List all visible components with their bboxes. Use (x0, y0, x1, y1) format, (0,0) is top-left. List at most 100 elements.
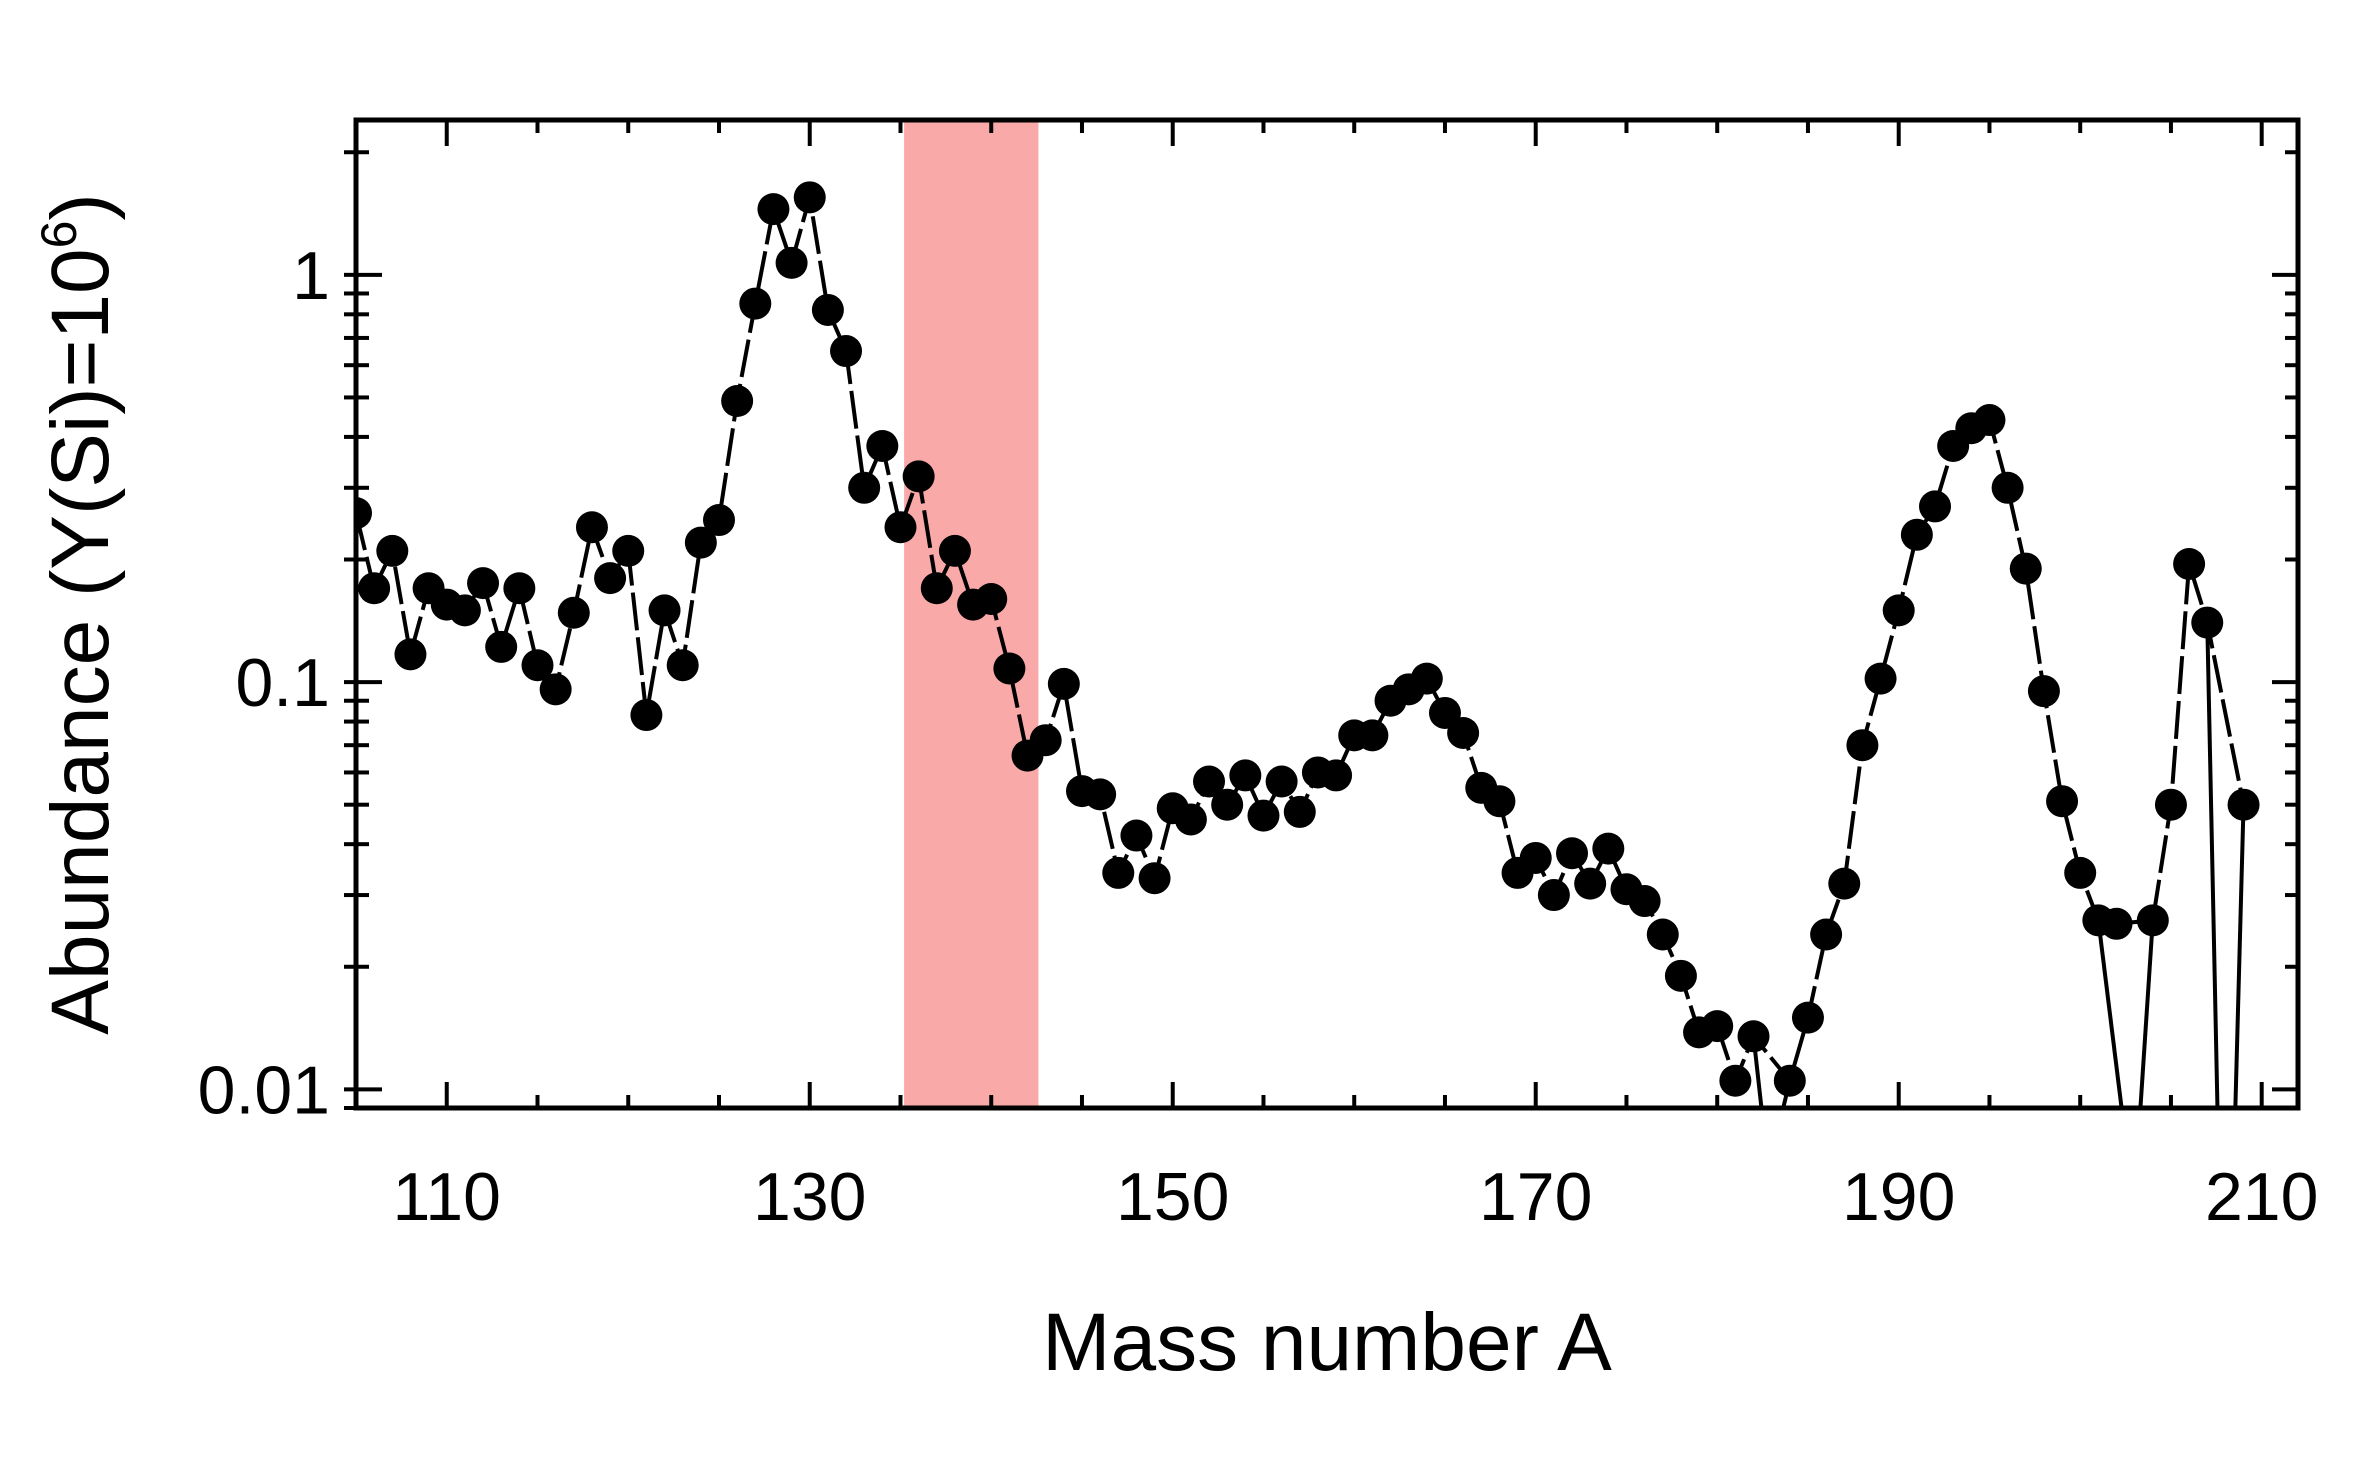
data-point (1537, 879, 1570, 912)
data-point (1356, 719, 1389, 752)
data-point (920, 572, 953, 605)
series-line-segment (2233, 804, 2246, 1108)
data-point (358, 572, 391, 605)
data-point (757, 193, 790, 226)
data-point (1229, 759, 1262, 792)
data-point (1102, 856, 1135, 889)
data-point (1265, 765, 1298, 798)
data-point (1846, 729, 1879, 762)
y-tick-label: 1 (292, 238, 330, 314)
data-point (1810, 918, 1843, 951)
data-point (1211, 788, 1244, 821)
x-tick-label: 110 (393, 1159, 501, 1235)
x-tick-label: 190 (1842, 1159, 1955, 1235)
data-point (848, 471, 881, 504)
data-point (2027, 675, 2060, 708)
tick-layer (344, 120, 2298, 1110)
data-point (1483, 785, 1516, 818)
data-point (1084, 778, 1117, 811)
data-point (1900, 518, 1933, 551)
data-point (2154, 788, 2187, 821)
data-point (866, 429, 899, 462)
data-point (938, 534, 971, 567)
data-point (1646, 918, 1679, 951)
y-tick-label: 0.1 (235, 645, 330, 721)
series-line-layer (356, 196, 2246, 1108)
series-line-segment (2096, 920, 2124, 1108)
data-point (2136, 904, 2169, 937)
x-tick-label: 150 (1116, 1159, 1229, 1235)
data-point (1410, 662, 1443, 695)
data-point (1701, 1010, 1734, 1043)
data-point (1138, 862, 1171, 895)
data-point (539, 673, 572, 706)
data-point (902, 460, 935, 493)
data-point (630, 699, 663, 732)
x-tick-label: 130 (753, 1159, 866, 1235)
data-point (1047, 667, 1080, 700)
data-point (993, 652, 1026, 685)
data-point (1283, 795, 1316, 828)
data-point (775, 246, 808, 279)
data-point (612, 534, 645, 567)
data-point (1973, 404, 2006, 437)
data-point (448, 594, 481, 627)
data-point (1519, 841, 1552, 874)
data-point (1174, 803, 1207, 836)
data-point (485, 630, 518, 663)
data-point (1628, 885, 1661, 918)
series-line (356, 196, 2246, 1087)
data-point (2173, 547, 2206, 580)
tick-label-layer: 110 130 150 170 190 210 0.01 0.1 1 (198, 238, 2319, 1235)
data-point (1664, 959, 1697, 992)
data-point (521, 649, 554, 682)
data-point (1737, 1020, 1770, 1053)
data-point (684, 526, 717, 559)
x-axis-title: Mass number A (1042, 1297, 1612, 1388)
data-point (1991, 471, 2024, 504)
data-point (666, 649, 699, 682)
data-point (1120, 819, 1153, 852)
series-line-segment (2205, 622, 2220, 1108)
data-point (1574, 867, 1607, 900)
data-point (1193, 765, 1226, 798)
data-point (975, 582, 1008, 615)
data-point (557, 596, 590, 629)
data-point (830, 335, 863, 368)
data-point (467, 567, 500, 600)
data-point (1864, 662, 1897, 695)
data-point (1247, 799, 1280, 832)
data-point (1719, 1064, 1752, 1097)
y-axis-title-main: Abundance (Y(Si)=10 (35, 248, 126, 1034)
data-point (594, 562, 627, 595)
y-axis-title: Abundance (Y(Si)=106) (31, 193, 126, 1034)
plot-frame (353, 117, 2301, 1111)
data-point (793, 181, 826, 214)
data-point (1791, 1001, 1824, 1034)
data-point (1556, 837, 1589, 870)
y-tick-label: 0.01 (198, 1052, 330, 1128)
data-point (1773, 1064, 1806, 1097)
data-point (721, 385, 754, 418)
data-point (648, 594, 681, 627)
data-point (2100, 907, 2133, 940)
data-point (1029, 724, 1062, 757)
x-tick-label: 210 (2205, 1159, 2318, 1235)
y-axis-title-superscript: 6 (31, 221, 87, 249)
data-point (884, 511, 917, 544)
data-point (503, 572, 536, 605)
y-axis-title-suffix: ) (35, 193, 126, 220)
data-point (811, 293, 844, 326)
data-point (1447, 716, 1480, 749)
x-tick-label: 170 (1479, 1159, 1592, 1235)
data-point (1882, 594, 1915, 627)
data-point (2191, 606, 2224, 639)
data-point (2064, 856, 2097, 889)
data-point (356, 497, 372, 530)
data-point (1828, 867, 1861, 900)
data-point (702, 504, 735, 537)
data-point (394, 638, 427, 671)
series-line-segment (2138, 920, 2155, 1108)
data-point (739, 287, 772, 320)
